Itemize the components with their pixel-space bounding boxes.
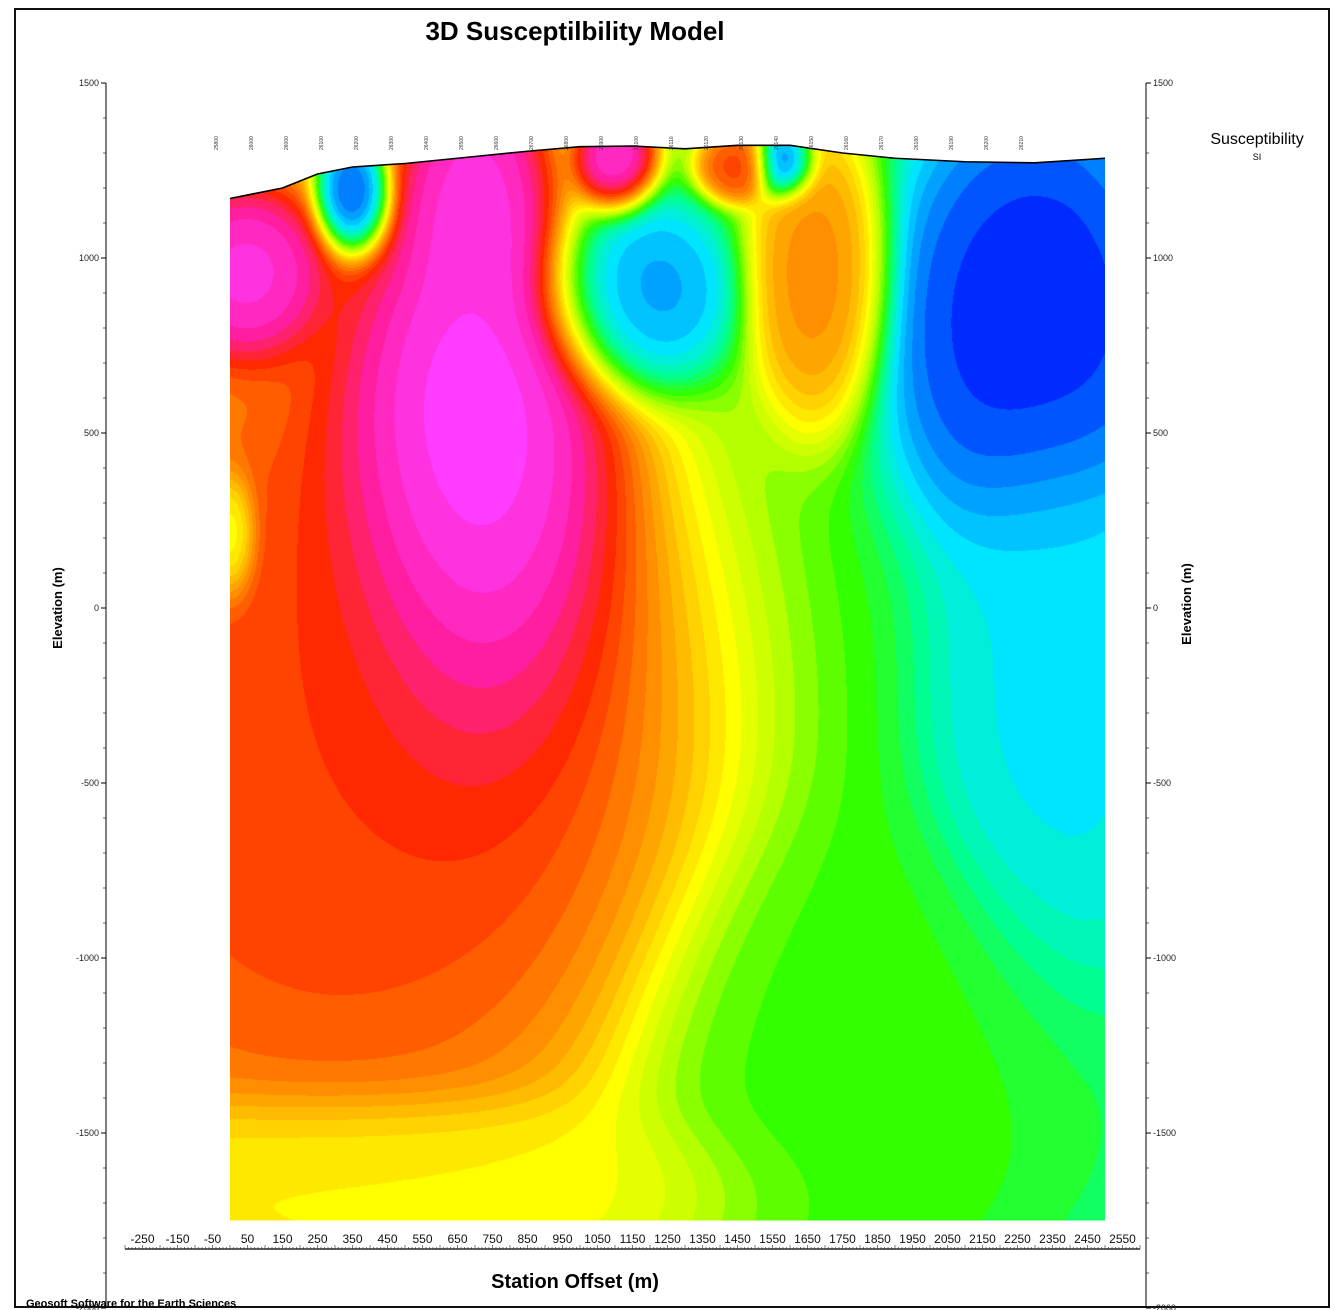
station-label: 26500 bbox=[459, 136, 465, 150]
station-label: 26400 bbox=[424, 136, 430, 150]
right-axis-title: Elevation (m) bbox=[1179, 563, 1194, 645]
left-axis-tick-label: -500 bbox=[81, 778, 99, 788]
x-axis-tick-label: -150 bbox=[165, 1232, 189, 1246]
x-axis-tick-label: 2250 bbox=[1004, 1232, 1031, 1246]
station-label: 26140 bbox=[774, 136, 780, 150]
station-label: 26110 bbox=[669, 136, 675, 150]
station-label: 25800 bbox=[214, 136, 220, 150]
left-axis-tick-label: 1000 bbox=[79, 253, 99, 263]
station-label: 26300 bbox=[389, 136, 395, 150]
legend-title: Susceptibility bbox=[1210, 131, 1303, 148]
left-axis-tick-label: -2000 bbox=[76, 1303, 99, 1310]
station-label: 26800 bbox=[564, 136, 570, 150]
right-axis-tick-label: -2000 bbox=[1153, 1303, 1176, 1310]
right-axis-tick-label: 500 bbox=[1153, 428, 1168, 438]
x-axis-tick-label: 850 bbox=[517, 1232, 537, 1246]
x-axis-tick-label: 250 bbox=[307, 1232, 327, 1246]
station-label: 26210 bbox=[1019, 136, 1025, 150]
x-axis-tick-label: 1050 bbox=[584, 1232, 611, 1246]
left-elevation-axis: 1500 1000 500 0 -500 -1000 -1500 -2000 bbox=[76, 78, 107, 1310]
x-axis-tick-label: -250 bbox=[130, 1232, 154, 1246]
x-axis-tick-label: 750 bbox=[482, 1232, 502, 1246]
right-elevation-axis: 1500 1000 500 0 -500 -1000 -1500 -2000 bbox=[1145, 78, 1176, 1310]
footer-text: Geosoft Software for the Earth Sciences bbox=[26, 1298, 236, 1310]
x-axis-tick-label: 2350 bbox=[1039, 1232, 1066, 1246]
x-axis-tick-label: 950 bbox=[552, 1232, 572, 1246]
x-axis-tick-label: -50 bbox=[204, 1232, 222, 1246]
legend-unit: SI bbox=[1253, 152, 1262, 162]
station-label: 26170 bbox=[879, 136, 885, 150]
x-axis-tick-label: 1850 bbox=[864, 1232, 891, 1246]
x-axis-tick-label: 2050 bbox=[934, 1232, 961, 1246]
station-label: 26000 bbox=[284, 136, 290, 150]
x-axis-tick-label: 150 bbox=[272, 1232, 292, 1246]
right-axis-tick-label: -1500 bbox=[1153, 1128, 1176, 1138]
x-axis-tick-label: 2150 bbox=[969, 1232, 996, 1246]
station-label: 26000 bbox=[249, 136, 255, 150]
left-axis-tick-label: 0 bbox=[94, 603, 99, 613]
station-label: 26100 bbox=[319, 136, 325, 150]
x-axis-tick-label: 1950 bbox=[899, 1232, 926, 1246]
x-axis-tick-label: 50 bbox=[241, 1232, 255, 1246]
station-label: 26120 bbox=[704, 136, 710, 150]
station-label: 26160 bbox=[844, 136, 850, 150]
station-label: 26190 bbox=[949, 136, 955, 150]
x-axis-tick-label: 1550 bbox=[759, 1232, 786, 1246]
x-axis-tick-label: 350 bbox=[342, 1232, 362, 1246]
right-axis-tick-label: 1000 bbox=[1153, 253, 1173, 263]
station-label: 26200 bbox=[984, 136, 990, 150]
x-axis-tick-label: 1650 bbox=[794, 1232, 821, 1246]
left-axis-tick-label: -1500 bbox=[76, 1128, 99, 1138]
station-label: 26180 bbox=[914, 136, 920, 150]
station-label: 26200 bbox=[354, 136, 360, 150]
left-axis-tick-label: -1000 bbox=[76, 953, 99, 963]
map-frame bbox=[14, 8, 1330, 1308]
right-axis-tick-label: 0 bbox=[1153, 603, 1158, 613]
left-axis-tick-label: 1500 bbox=[79, 78, 99, 88]
x-axis-tick-label: 1250 bbox=[654, 1232, 681, 1246]
left-axis-tick-label: 500 bbox=[84, 428, 99, 438]
right-axis-tick-label: -1000 bbox=[1153, 953, 1176, 963]
station-label: 26600 bbox=[494, 136, 500, 150]
left-axis-title: Elevation (m) bbox=[50, 567, 65, 649]
right-axis-tick-label: -500 bbox=[1153, 778, 1171, 788]
x-axis-tick-label: 550 bbox=[412, 1232, 432, 1246]
susceptibility-model-area bbox=[230, 145, 1105, 1221]
x-axis-title: Station Offset (m) bbox=[491, 1271, 659, 1293]
station-label: 26700 bbox=[529, 136, 535, 150]
x-axis-tick-label: 1150 bbox=[620, 1232, 646, 1246]
x-axis-tick-label: 2550 bbox=[1109, 1232, 1136, 1246]
topography-line bbox=[229, 144, 1106, 200]
station-labels: 25800 26000 26000 26100 26200 26300 26400 26500… bbox=[214, 136, 1025, 150]
right-axis-tick-label: 1500 bbox=[1153, 78, 1173, 88]
station-offset-axis: -250 -150 -50 50 150 250 350 450 550 650 750 850 950… bbox=[124, 1232, 1141, 1250]
station-label: 26100 bbox=[634, 136, 640, 150]
susceptibility-heatmap bbox=[230, 145, 1105, 1221]
x-axis-tick-label: 650 bbox=[447, 1232, 467, 1246]
station-label: 26130 bbox=[739, 136, 745, 150]
station-label: 26150 bbox=[809, 136, 815, 150]
station-label: 26900 bbox=[599, 136, 605, 150]
x-axis-tick-label: 1750 bbox=[829, 1232, 856, 1246]
chart-title: 3D Susceptilbility Model bbox=[425, 16, 724, 46]
x-axis-tick-label: 1450 bbox=[724, 1232, 751, 1246]
x-axis-tick-label: 450 bbox=[377, 1232, 397, 1246]
x-axis-tick-label: 1350 bbox=[689, 1232, 716, 1246]
x-axis-tick-label: 2450 bbox=[1074, 1232, 1101, 1246]
